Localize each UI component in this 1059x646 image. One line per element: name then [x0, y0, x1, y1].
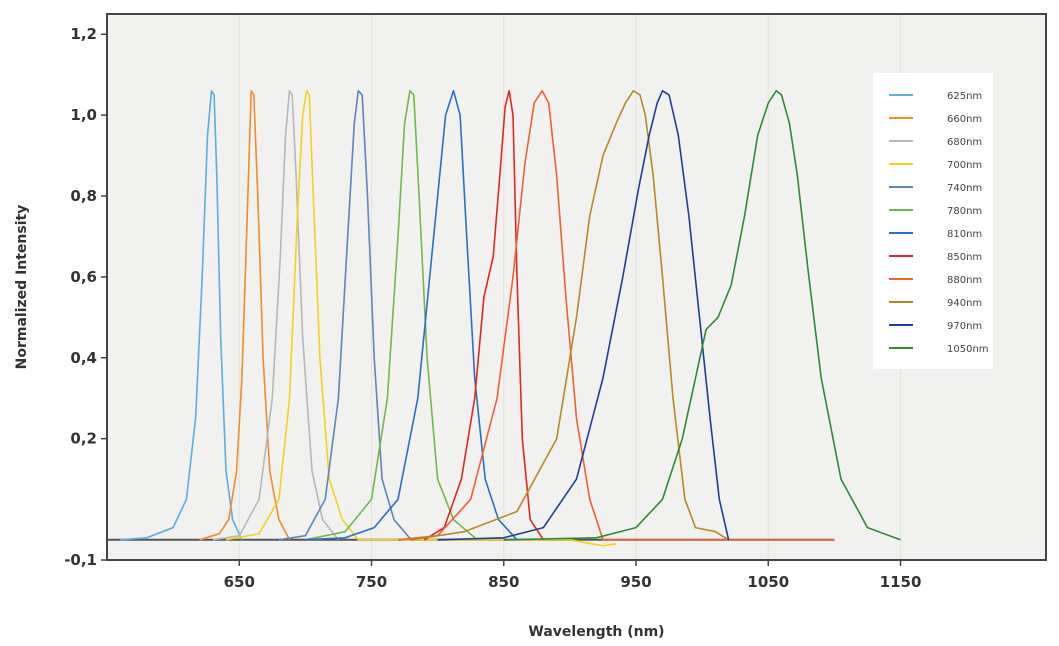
series-group [120, 90, 901, 547]
x-axis-title: Wavelength (nm) [528, 624, 664, 640]
y-tick-label: 1,2 [70, 25, 97, 43]
legend-label: 700nm [947, 160, 982, 171]
series-line-700nm [225, 90, 617, 547]
legend-label: 740nm [947, 183, 982, 194]
x-tick-label: 850 [488, 573, 519, 591]
x-tick-label: 650 [224, 573, 255, 591]
legend-label: 660nm [947, 114, 982, 125]
legend-label: 850nm [947, 252, 982, 263]
plot-border [106, 13, 1047, 561]
y-tick-label: 0,2 [70, 430, 97, 448]
series-line-740nm [278, 90, 412, 541]
y-tick-label: 0,4 [70, 349, 97, 367]
legend-label: 880nm [947, 275, 982, 286]
x-tick-label: 1150 [880, 573, 922, 591]
x-tick-label: 1050 [747, 573, 789, 591]
y-tick-label: -0,1 [64, 551, 97, 569]
y-axis-ticks: -0,1 0,2 0,4 0,6 0,8 1,0 1,2 [64, 25, 107, 569]
legend-label: 970nm [947, 321, 982, 332]
legend-label: 1050nm [947, 344, 989, 355]
series-line-660nm [199, 90, 291, 541]
x-axis-ticks: 650 750 850 950 1050 1150 [224, 560, 922, 591]
legend: 625nm 660nm 680nm 700nm 740nm 780nm 810nm 850nm… [873, 73, 993, 369]
series-line-940nm [411, 90, 730, 541]
series-line-810nm [305, 90, 518, 541]
series-line-625nm [120, 90, 243, 541]
y-tick-label: 1,0 [70, 106, 97, 124]
series-line-970nm [437, 90, 730, 541]
y-tick-label: 0,6 [70, 268, 97, 286]
legend-label: 625nm [947, 91, 982, 102]
x-tick-label: 950 [620, 573, 651, 591]
legend-label: 940nm [947, 298, 982, 309]
series-line-880nm [397, 90, 835, 541]
legend-label: 810nm [947, 229, 982, 240]
series-line-1050nm [503, 90, 901, 541]
legend-label: 780nm [947, 206, 982, 217]
y-tick-label: 0,8 [70, 187, 97, 205]
x-tick-label: 750 [356, 573, 387, 591]
series-line-850nm [423, 90, 545, 541]
legend-label: 680nm [947, 137, 982, 148]
y-axis-title: Normalized Intensity [14, 205, 30, 370]
series-line-780nm [305, 90, 478, 541]
legend-box [873, 73, 993, 369]
series-line-680nm [212, 90, 340, 541]
